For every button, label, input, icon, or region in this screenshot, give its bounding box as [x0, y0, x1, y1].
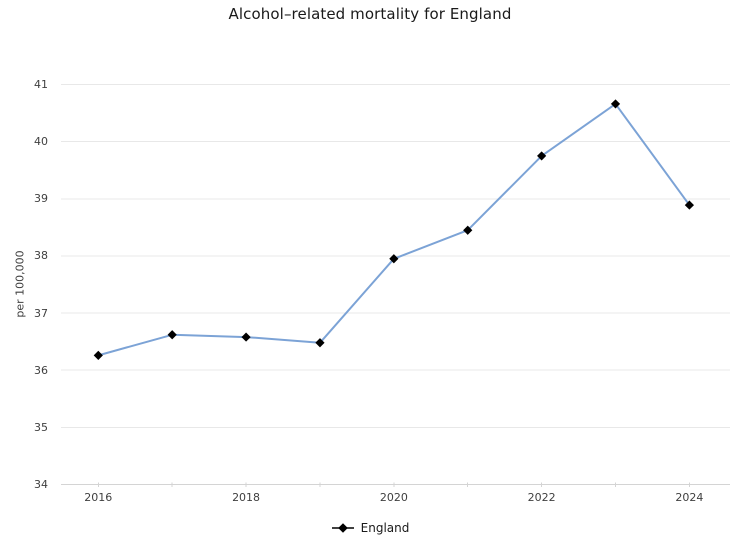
legend: England: [0, 521, 740, 535]
data-point-marker[interactable]: [241, 332, 251, 342]
chart-title: Alcohol–related mortality for England: [228, 5, 512, 23]
legend-item-england[interactable]: England: [331, 521, 410, 535]
y-tick-label: 35: [34, 420, 48, 434]
x-tick-label: 2022: [527, 491, 556, 504]
y-tick-label: 39: [34, 192, 48, 206]
data-point-marker[interactable]: [610, 99, 621, 109]
y-tick-label: 40: [34, 135, 48, 149]
data-point-marker[interactable]: [537, 151, 547, 161]
data-point-marker[interactable]: [315, 338, 325, 348]
data-point-marker[interactable]: [684, 200, 694, 210]
y-tick-label: 34: [34, 478, 48, 491]
y-tick-label: 41: [34, 78, 48, 91]
data-point-marker[interactable]: [167, 330, 177, 340]
y-tick-label: 37: [34, 306, 48, 320]
data-point-marker[interactable]: [93, 350, 103, 360]
x-tick-label: 2024: [675, 491, 704, 504]
legend-label: England: [360, 521, 410, 535]
legend-diamond-icon: [331, 523, 354, 533]
y-tick-label: 36: [34, 363, 48, 377]
data-point-marker[interactable]: [389, 254, 399, 264]
data-point-marker[interactable]: [463, 225, 473, 235]
x-tick-label: 2020: [379, 491, 408, 504]
x-tick-label: 2018: [232, 491, 261, 504]
x-tick-label: 2016: [84, 491, 113, 504]
y-tick-label: 38: [34, 249, 48, 263]
